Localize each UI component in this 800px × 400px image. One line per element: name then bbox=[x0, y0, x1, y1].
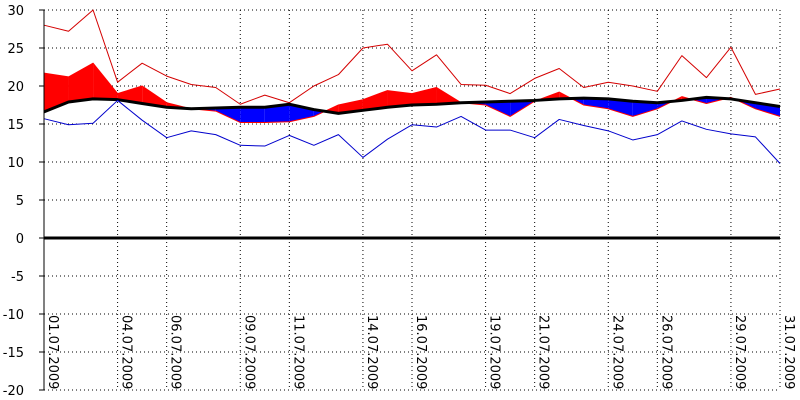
cold-anomaly-area bbox=[240, 107, 265, 123]
x-tick-labels: 01.07.2009 04.07.2009 06.07.2009 09.07.2009… bbox=[45, 315, 796, 389]
y-tick-label: 25 bbox=[7, 42, 24, 57]
series-line-min bbox=[43, 99, 781, 164]
x-tick-label: 09.07.2009 bbox=[241, 315, 256, 389]
x-tick-label: 11.07.2009 bbox=[290, 315, 305, 389]
x-tick-label: 31.07.2009 bbox=[781, 315, 796, 389]
y-tick-label: -10 bbox=[3, 308, 24, 323]
warm-anomaly-area bbox=[142, 86, 167, 108]
warm-anomaly-area bbox=[117, 86, 143, 104]
y-tick-label: 15 bbox=[7, 118, 24, 133]
warm-anomaly-area bbox=[387, 90, 412, 108]
y-tick-labels: 30 25 20 15 10 5 0 -5 -10 -15 -20 bbox=[3, 4, 24, 399]
series-line-max bbox=[43, 9, 781, 105]
warm-anomaly-area bbox=[68, 63, 94, 102]
x-tick-label: 19.07.2009 bbox=[487, 315, 502, 389]
warm-anomaly-area bbox=[44, 73, 69, 112]
series-lines bbox=[43, 9, 781, 164]
cold-anomaly-area bbox=[632, 101, 658, 117]
series-line-mean bbox=[43, 62, 781, 123]
x-tick-label: 04.07.2009 bbox=[119, 315, 134, 389]
cold-anomaly-area bbox=[485, 101, 511, 117]
warm-anomaly-area bbox=[362, 90, 388, 111]
y-tick-label: 5 bbox=[16, 194, 24, 209]
x-tick-label: 21.07.2009 bbox=[536, 315, 551, 389]
x-tick-label: 14.07.2009 bbox=[364, 315, 379, 389]
y-tick-label: -5 bbox=[11, 270, 24, 285]
axes bbox=[39, 9, 780, 391]
x-tick-label: 29.07.2009 bbox=[732, 315, 747, 389]
cold-anomaly-area bbox=[215, 107, 241, 123]
y-tick-label: 10 bbox=[7, 156, 24, 171]
series-line-normal bbox=[43, 95, 781, 115]
warm-anomaly-area bbox=[412, 87, 437, 105]
y-tick-label: -20 bbox=[3, 384, 24, 399]
warm-anomaly-area bbox=[93, 63, 118, 100]
x-tick-label: 06.07.2009 bbox=[168, 315, 183, 389]
cold-anomaly-area bbox=[583, 98, 609, 109]
grid bbox=[43, 9, 781, 391]
y-tick-label: 0 bbox=[16, 232, 24, 247]
cold-anomaly-area bbox=[264, 104, 290, 123]
y-tick-label: -15 bbox=[3, 346, 24, 361]
x-tick-label: 26.07.2009 bbox=[658, 315, 673, 389]
x-tick-label: 24.07.2009 bbox=[609, 315, 624, 389]
y-tick-label: 30 bbox=[7, 4, 24, 19]
anomaly-fills bbox=[44, 63, 780, 123]
x-tick-label: 01.07.2009 bbox=[45, 315, 60, 389]
y-tick-label: 20 bbox=[7, 80, 24, 95]
x-tick-label: 16.07.2009 bbox=[413, 315, 428, 389]
cold-anomaly-area bbox=[608, 98, 633, 117]
